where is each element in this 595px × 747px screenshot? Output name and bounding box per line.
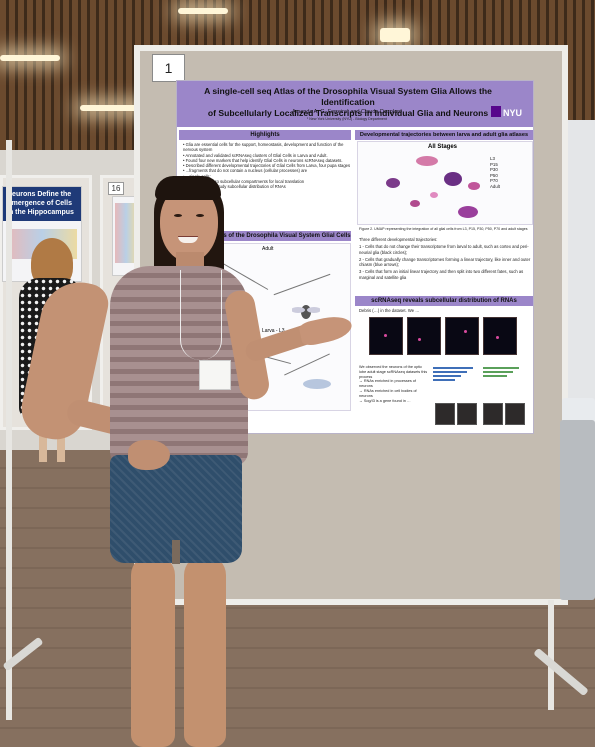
attendee-leg	[39, 414, 47, 462]
expression-bar	[433, 379, 455, 381]
trajectory-bullet: 1 - Cells that do not change their trans…	[359, 244, 529, 255]
ceiling-light	[380, 28, 410, 42]
umap-cluster	[386, 178, 400, 188]
rna-section-intro: Debris (…) in the dataset. We …	[359, 308, 420, 313]
poster-title: A single-cell seq Atlas of the Drosophil…	[193, 86, 503, 119]
poster-title-line1: A single-cell seq Atlas of the Drosophil…	[204, 86, 492, 107]
rna-finding: We observed the neurons of the optic lob…	[359, 365, 428, 379]
trash-bin-lid	[562, 398, 595, 424]
ceiling-light	[178, 8, 228, 14]
trajectories-caption: Figure 2. UMAP representing the integrat…	[359, 227, 528, 231]
umap-cluster	[458, 206, 478, 218]
umap-figure: All Stages L3 P15 P30 P50 P70 Adult	[357, 141, 533, 225]
trajectories-text: Three different developmental trajectori…	[359, 237, 531, 280]
nyu-torch-icon	[491, 106, 501, 117]
microscopy-panel	[483, 403, 503, 425]
research-poster: A single-cell seq Atlas of the Drosophil…	[176, 80, 534, 434]
microscopy-signal	[496, 336, 499, 339]
rna-findings: We observed the neurons of the optic lob…	[359, 365, 429, 403]
expression-bar	[433, 375, 461, 377]
legend-item: P70	[490, 178, 498, 184]
ceiling-light	[80, 105, 150, 111]
highlight-bullet: • Glia are essential cells for the suppo…	[183, 142, 344, 153]
nyu-logo-text: NYU	[503, 108, 523, 118]
lineage-line	[273, 273, 331, 296]
umap-cluster	[416, 156, 438, 166]
atlas-figure: Adult Larva - L3	[181, 243, 351, 411]
legend-item: L3	[490, 156, 495, 161]
trajectory-bullet: 3 - Cells that form an initial linear tr…	[359, 269, 524, 280]
expression-bar	[483, 367, 519, 369]
atlas-heading: scRNA-seq atlas of the Drosophila Visual…	[179, 231, 351, 241]
legend-item: P30	[490, 167, 498, 173]
poster-authors: Amanda A. G. Ferreira¹ and Claude Despla…	[291, 109, 403, 115]
microscopy-panel	[483, 317, 517, 355]
microscopy-signal	[418, 338, 421, 341]
fly-icon	[292, 305, 320, 319]
highlight-bullet: • Annotated and validated scRNAseq clust…	[183, 152, 328, 158]
lineage-line	[284, 353, 330, 376]
atlas-caption: ...Drosophila Optic Lobe. Glia	[183, 413, 238, 418]
legend-item: P50	[490, 172, 498, 178]
board-number-label: 1	[152, 54, 185, 82]
umap-cluster	[410, 200, 420, 207]
highlights-text: • Glia are essential cells for the suppo…	[183, 142, 351, 190]
expression-bar	[483, 371, 513, 373]
expression-bar	[483, 375, 507, 377]
optic-lobe-diagram-icon	[194, 264, 227, 306]
microscopy-signal	[384, 334, 387, 337]
atlas-adult-label: Adult	[262, 246, 274, 252]
microscopy-panel	[445, 317, 479, 355]
trajectories-heading: Developmental trajectories between larva…	[355, 130, 533, 140]
highlight-bullet: • ...within the cell to subcellular comp…	[183, 179, 305, 185]
highlight-bullet: • ...fragments that do not contain a nuc…	[183, 168, 308, 174]
umap-legend: L3 P15 P30 P50 P70 Adult	[490, 156, 500, 190]
atlas-larva-label: Larva - L3	[262, 328, 285, 334]
umap-cluster	[444, 172, 462, 186]
legend-item: Adult	[490, 183, 501, 189]
poster-title-line2: of Subcellularly Localized Transcripts i…	[207, 108, 489, 118]
microscopy-panel	[435, 403, 455, 425]
microscopy-panel	[369, 317, 403, 355]
rna-finding: → RNAs enriched in processes of neurons	[359, 379, 416, 389]
expression-bar	[433, 367, 473, 369]
poster-header: A single-cell seq Atlas of the Drosophil…	[177, 81, 533, 127]
background-attendee	[5, 238, 93, 468]
attendee-leg	[57, 414, 65, 462]
trajectory-bullet: 2 - Cells that gradually change transcri…	[359, 256, 531, 268]
board-leg	[548, 600, 554, 710]
highlight-bullet: • Found four new markers that help ident…	[183, 157, 343, 163]
rna-section-heading: scRNAseq reveals subcellular distributio…	[355, 296, 533, 306]
ceiling-light	[0, 55, 60, 61]
legend-item: P15	[490, 161, 498, 167]
larva-icon	[303, 379, 331, 389]
trash-bin	[560, 420, 595, 600]
background-board-number: 16	[108, 182, 124, 195]
highlights-heading: Highlights	[179, 130, 351, 140]
microscopy-panel	[505, 403, 525, 425]
microscopy-panel	[457, 403, 477, 425]
microscopy-signal	[464, 330, 467, 333]
highlight-bullet: • Described different developmental traj…	[183, 163, 351, 169]
expression-bar	[433, 371, 467, 373]
board-leg	[6, 140, 12, 720]
highlight-bullet: • ...sequencing to study subcellular dis…	[183, 184, 286, 190]
umap-cluster	[468, 182, 480, 190]
larva-diagram-icon	[196, 353, 221, 390]
lineage-line	[223, 344, 291, 365]
rna-finding: → RNAs enriched in cell bodies of neuron…	[359, 388, 417, 398]
nyu-logo: NYU	[491, 106, 531, 120]
rna-finding: → Sog/I3 is a gene found in …	[359, 398, 411, 403]
umap-cluster	[430, 192, 438, 198]
background-poster: Neurons Define the Emergence of Cells in…	[2, 186, 82, 282]
poster-affiliation: ¹ New York University (NYU) - Biology De…	[307, 117, 387, 121]
attendee-polka-dot-dress	[19, 278, 83, 418]
background-poster-title: Neurons Define the Emergence of Cells in…	[3, 187, 81, 221]
microscopy-panel	[407, 317, 441, 355]
background-poster-figure	[115, 203, 137, 263]
umap-subheading: All Stages	[428, 144, 458, 150]
trajectory-bullet: Three different developmental trajectori…	[359, 237, 438, 242]
